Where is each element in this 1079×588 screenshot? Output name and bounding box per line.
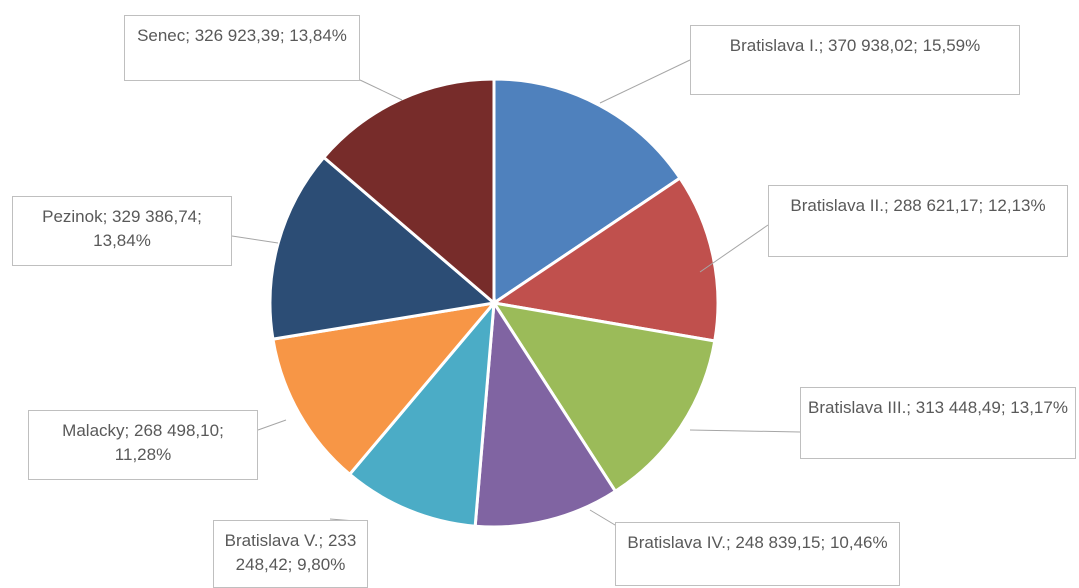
- label-part: 233 248,42: [235, 531, 357, 574]
- label-part: ;: [1000, 398, 1011, 417]
- leader-line: [231, 235, 279, 244]
- label-part: ;: [197, 207, 202, 226]
- data-label: Malacky; 268 498,10; 11,28%: [28, 410, 258, 480]
- label-part: ;: [906, 398, 916, 417]
- label-part: Bratislava V.: [224, 531, 319, 550]
- label-part: ;: [279, 26, 290, 45]
- label-part: 248 839,15: [735, 533, 821, 552]
- label-part: 313 448,49: [915, 398, 1001, 417]
- label-part: 326 923,39: [194, 26, 280, 45]
- label-part: 268 498,10: [133, 421, 220, 440]
- label-part: 15,59%: [922, 36, 981, 55]
- leader-line: [599, 59, 691, 104]
- pie-slice: [473, 298, 618, 529]
- label-part: ;: [124, 421, 134, 440]
- label-part: Bratislava III.: [808, 398, 907, 417]
- label-part: ;: [287, 555, 298, 574]
- label-part: 329 386,74: [112, 207, 198, 226]
- data-label: Bratislava I.; 370 938,02; 15,59%: [690, 25, 1020, 95]
- label-part: Senec: [137, 26, 186, 45]
- leader-line: [699, 224, 769, 273]
- label-part: ;: [185, 26, 195, 45]
- label-part: 13,17%: [1010, 398, 1068, 417]
- data-label: Senec; 326 923,39; 13,84%: [124, 15, 360, 81]
- data-label: Bratislava IV.; 248 839,15; 10,46%: [615, 522, 900, 586]
- data-label: Bratislava V.; 233 248,42; 9,80%: [213, 520, 368, 588]
- label-part: ;: [725, 533, 736, 552]
- label-part: 9,80%: [297, 555, 346, 574]
- leader-line: [689, 429, 801, 433]
- label-part: 288 621,17: [893, 196, 979, 215]
- label-part: Bratislava I.: [729, 36, 819, 55]
- label-part: 13,84%: [93, 231, 151, 250]
- label-part: 10,46%: [829, 533, 888, 552]
- pie-slice: [490, 300, 717, 494]
- leader-line: [257, 419, 287, 431]
- data-label: Pezinok; 329 386,74; 13,84%: [12, 196, 232, 266]
- label-part: 11,28%: [114, 445, 172, 464]
- pie-slice: [490, 176, 720, 343]
- label-part: Bratislava II.: [790, 196, 884, 215]
- label-part: ;: [219, 421, 224, 440]
- label-part: ;: [820, 533, 830, 552]
- pie-slice: [492, 77, 683, 306]
- label-part: ;: [318, 531, 328, 550]
- label-part: 12,13%: [987, 196, 1046, 215]
- label-part: 370 938,02: [828, 36, 914, 55]
- label-part: ;: [818, 36, 829, 55]
- data-label: Bratislava III.; 313 448,49; 13,17%: [800, 387, 1076, 459]
- label-part: ;: [102, 207, 113, 226]
- data-label: Bratislava II.; 288 621,17; 12,13%: [768, 185, 1068, 257]
- label-part: Bratislava IV.: [627, 533, 726, 552]
- label-part: Malacky: [62, 421, 125, 440]
- pie-slice: [347, 298, 496, 528]
- label-part: Pezinok: [42, 207, 103, 226]
- pie-slice: [271, 300, 498, 477]
- label-part: ;: [913, 36, 923, 55]
- pie-slice: [268, 155, 498, 341]
- label-part: 13,84%: [289, 26, 347, 45]
- leader-line: [359, 79, 403, 101]
- label-part: ;: [883, 196, 894, 215]
- label-part: ;: [978, 196, 988, 215]
